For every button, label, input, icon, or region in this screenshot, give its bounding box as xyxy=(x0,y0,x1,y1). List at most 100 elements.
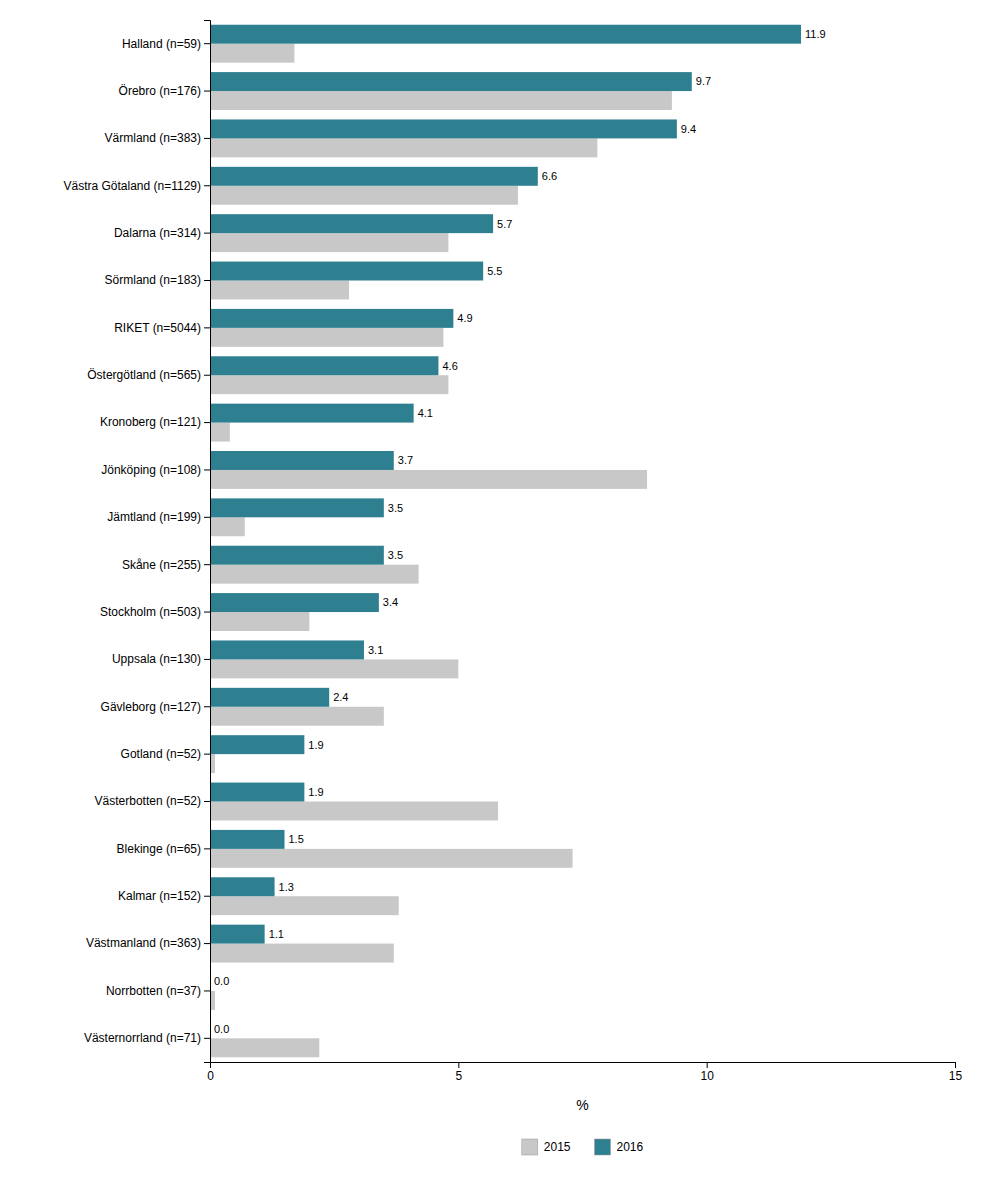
y-tick-label: Västernorrland (n=71) xyxy=(84,1031,201,1045)
y-tick: Skåne (n=255) xyxy=(122,558,210,572)
x-tick-label: 10 xyxy=(700,1069,714,1083)
y-axis: Halland (n=59) Örebro (n=176) Värmland (n=… xyxy=(63,21,210,1063)
y-tick: RIKET (n=5044) xyxy=(114,321,210,335)
y-tick-label: Örebro (n=176) xyxy=(119,84,201,98)
y-tick-label: Gävleborg (n=127) xyxy=(101,700,201,714)
y-tick-label: Norrbotten (n=37) xyxy=(106,984,201,998)
y-tick: Västmanland (n=363) xyxy=(86,936,210,950)
y-tick: Västernorrland (n=71) xyxy=(84,1031,210,1045)
data-label: 0.0 xyxy=(214,975,229,987)
bar xyxy=(210,328,443,347)
data-label: 4.9 xyxy=(457,312,472,324)
y-tick-mark xyxy=(204,517,210,518)
data-label: 3.5 xyxy=(388,502,403,514)
y-tick-label: Skåne (n=255) xyxy=(122,558,201,572)
x-tick-mark xyxy=(955,1062,956,1068)
y-tick-mark xyxy=(204,564,210,565)
y-tick-mark xyxy=(204,280,210,281)
bar xyxy=(210,612,309,631)
bar xyxy=(210,167,538,186)
bar xyxy=(210,517,245,536)
y-tick: Kronoberg (n=121) xyxy=(100,415,210,429)
y-tick-label: Dalarna (n=314) xyxy=(114,226,201,240)
bar xyxy=(210,451,394,470)
y-tick-mark xyxy=(204,706,210,707)
bar xyxy=(210,91,672,110)
y-tick: Halland (n=59) xyxy=(122,37,210,51)
bar xyxy=(210,735,304,754)
legend: 20152016 xyxy=(522,1139,644,1155)
y-tick-mark xyxy=(204,659,210,660)
data-label: 3.7 xyxy=(398,454,413,466)
data-labels: 11.99.79.46.65.75.54.94.64.13.73.53.53.4… xyxy=(214,28,826,1035)
y-tick: Sörmland (n=183) xyxy=(105,273,210,287)
data-label: 1.1 xyxy=(269,928,284,940)
data-label: 1.9 xyxy=(308,739,323,751)
data-label: 5.5 xyxy=(487,265,502,277)
y-tick: Västra Götaland (n=1129) xyxy=(63,179,210,193)
bar xyxy=(210,849,573,868)
y-tick-mark xyxy=(204,754,210,755)
y-tick-label: Värmland (n=383) xyxy=(105,131,201,145)
y-tick-mark xyxy=(204,233,210,234)
bar xyxy=(210,309,453,328)
bar xyxy=(210,830,285,849)
series xyxy=(210,25,801,944)
bar xyxy=(210,138,597,157)
data-label: 5.7 xyxy=(497,218,512,230)
bar xyxy=(210,423,230,442)
y-tick-mark xyxy=(204,91,210,92)
bar xyxy=(210,565,419,584)
y-tick-label: Västerbotten (n=52) xyxy=(95,794,201,808)
data-label: 2.4 xyxy=(333,691,348,703)
bar xyxy=(210,659,458,678)
bar xyxy=(210,262,483,281)
x-tick-label: 0 xyxy=(207,1069,214,1083)
y-tick: Örebro (n=176) xyxy=(119,84,210,98)
data-label: 1.3 xyxy=(279,881,294,893)
y-tick: Jönköping (n=108) xyxy=(101,463,210,477)
y-tick-label: Kalmar (n=152) xyxy=(118,889,201,903)
y-tick-mark xyxy=(204,801,210,802)
data-label: 3.5 xyxy=(388,549,403,561)
bar xyxy=(210,356,438,375)
y-tick-label: Sörmland (n=183) xyxy=(105,273,201,287)
bar xyxy=(210,214,493,233)
bar xyxy=(210,783,304,802)
bar xyxy=(210,707,384,726)
y-tick-label: RIKET (n=5044) xyxy=(114,321,201,335)
data-label: 9.7 xyxy=(696,75,711,87)
data-label: 1.5 xyxy=(289,833,304,845)
y-tick-label: Jämtland (n=199) xyxy=(107,510,201,524)
bar xyxy=(210,44,294,63)
y-tick-label: Halland (n=59) xyxy=(122,37,201,51)
y-tick: Jämtland (n=199) xyxy=(107,510,210,524)
legend-swatch xyxy=(522,1139,538,1155)
x-tick-mark xyxy=(458,1062,459,1068)
y-tick-label: Västmanland (n=363) xyxy=(86,936,201,950)
data-label: 0.0 xyxy=(214,1023,229,1035)
y-tick-mark xyxy=(204,185,210,186)
y-tick: Östergötland (n=565) xyxy=(87,368,210,382)
x-tick-label: 5 xyxy=(455,1069,462,1083)
y-tick-label: Östergötland (n=565) xyxy=(87,368,201,382)
x-axis-line xyxy=(211,1063,956,1069)
y-tick: Stockholm (n=503) xyxy=(100,605,210,619)
bar xyxy=(210,119,677,138)
y-tick: Dalarna (n=314) xyxy=(114,226,210,240)
y-tick-label: Jönköping (n=108) xyxy=(101,463,201,477)
bar xyxy=(210,375,448,394)
y-tick-mark xyxy=(204,896,210,897)
x-tick: 10 xyxy=(700,1062,714,1083)
y-tick-mark xyxy=(204,943,210,944)
bar xyxy=(210,470,647,489)
y-tick-label: Västra Götaland (n=1129) xyxy=(63,179,201,193)
legend-label: 2016 xyxy=(617,1140,644,1154)
bar xyxy=(210,944,394,963)
bar xyxy=(210,1038,319,1057)
bar xyxy=(210,498,384,517)
y-tick-mark xyxy=(204,327,210,328)
data-label: 9.4 xyxy=(681,123,696,135)
y-tick-mark xyxy=(204,990,210,991)
y-tick: Kalmar (n=152) xyxy=(118,889,210,903)
